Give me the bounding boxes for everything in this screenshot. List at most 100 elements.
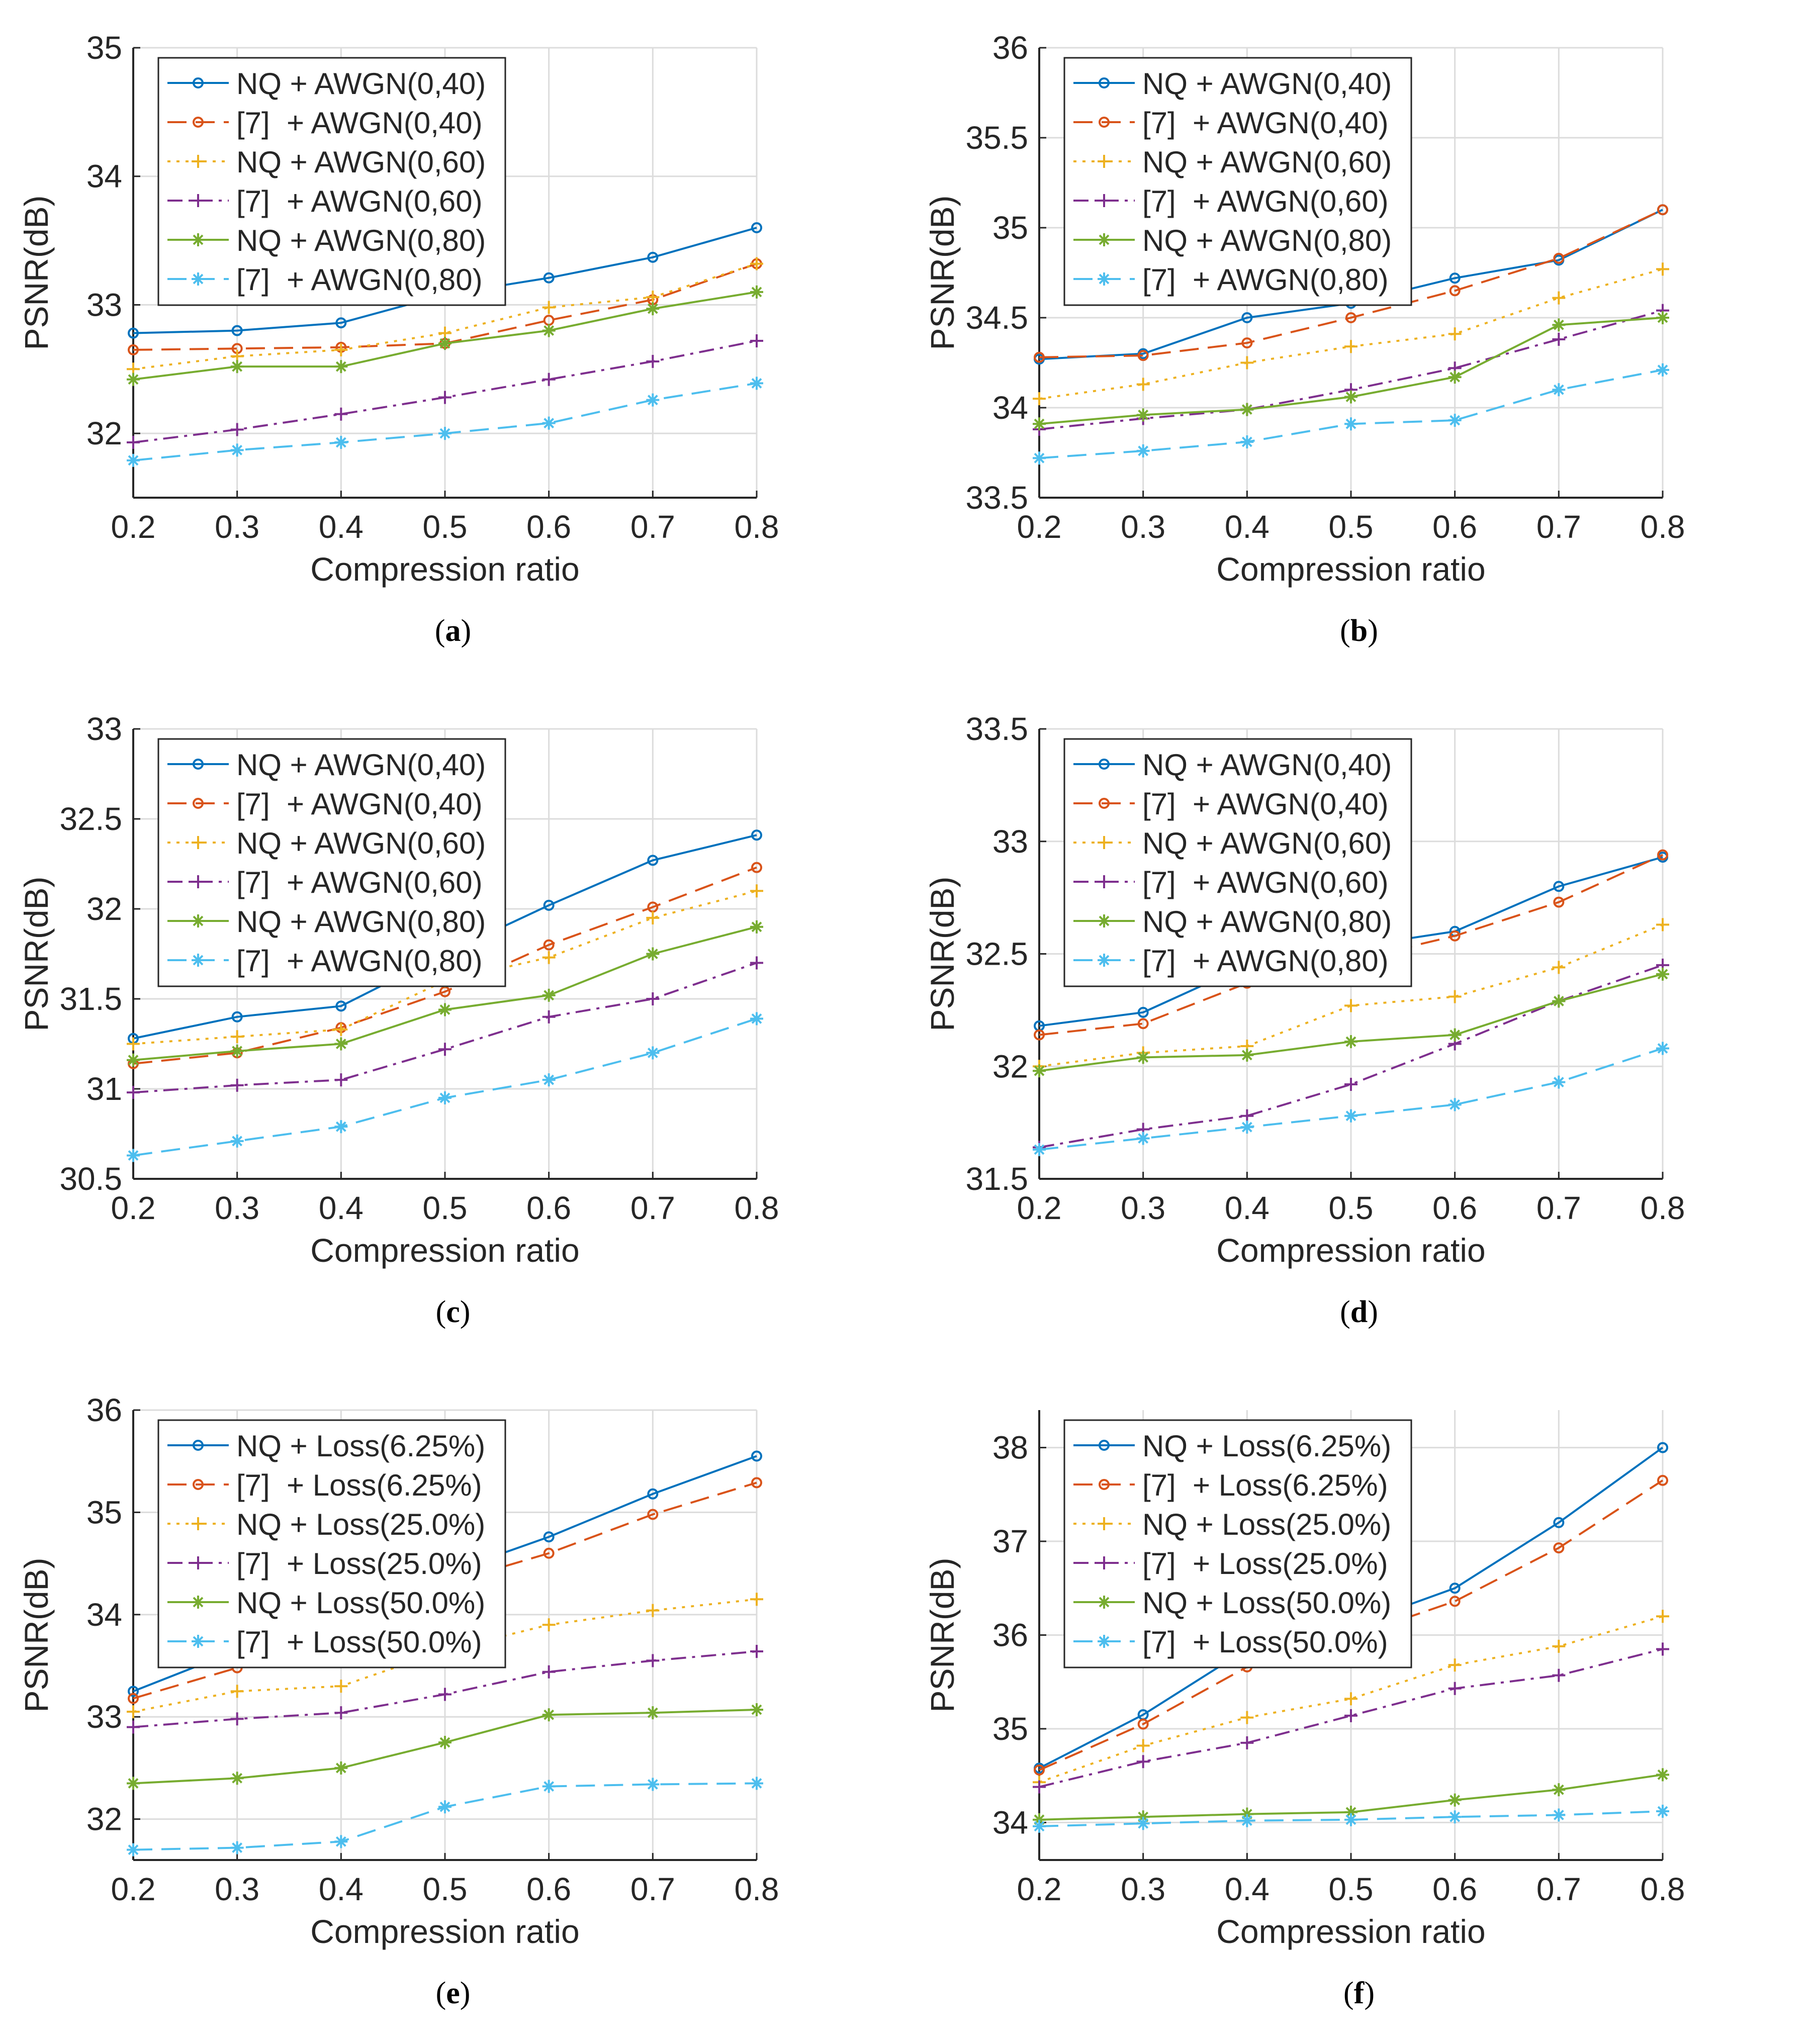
chart-a-series-5-point-6-d2 <box>751 378 762 389</box>
chart-b-xtick-label-6: 0.8 <box>1641 509 1685 545</box>
chart-d-legend-label-2: NQ + AWGN(0,60) <box>1142 826 1392 860</box>
chart-e-series-4-point-2 <box>334 1761 348 1775</box>
chart-c-legend-label-0: NQ + AWGN(0,40) <box>236 748 486 782</box>
chart-d-series-4-point-4 <box>1448 1028 1462 1042</box>
chart-d-series-1-point-5 <box>1553 896 1565 908</box>
chart-c-series-0-point-5 <box>647 855 659 866</box>
chart-b-series-4-point-4 <box>1448 370 1462 384</box>
chart-e-series-4-point-5-d2 <box>647 1707 658 1718</box>
chart-d-series-4-point-3-d2 <box>1345 1036 1356 1047</box>
chart-a-series-5-point-5 <box>646 393 660 407</box>
chart-c-legend-marker-3 <box>192 875 205 888</box>
chart-f-xlabel: Compression ratio <box>1216 1913 1486 1950</box>
chart-d-series-4-point-3 <box>1344 1035 1357 1049</box>
chart-f-ytick-label-2: 36 <box>992 1617 1028 1653</box>
chart-b-legend-marker-4 <box>1098 233 1111 246</box>
chart-d-series-0-point-1 <box>1137 1006 1149 1018</box>
chart-b-legend-marker-0 <box>1099 77 1110 88</box>
chart-e-legend-label-1: [7] + Loss(6.25%) <box>236 1468 482 1502</box>
chart-panel-a: 0.2 0.3 0.4 0.5 0.6 0.7 0.8 32 33 34 35 Compression… <box>0 0 906 681</box>
chart-c-legend-marker-0 <box>193 759 204 770</box>
chart-b-xtick-label-0: 0.2 <box>1017 509 1062 545</box>
chart-e-ytick-label-0: 32 <box>86 1801 122 1837</box>
chart-f-legend-label-4: NQ + Loss(50.0%) <box>1142 1586 1391 1620</box>
chart-f-series-1-point-0 <box>1034 1764 1045 1776</box>
chart-a-series-2-point-2 <box>334 343 348 356</box>
chart-e-svg: 0.2 0.3 0.4 0.5 0.6 0.7 0.8 32 33 34 35 36 Compressi… <box>18 1392 779 1950</box>
chart-d-series-2-point-6 <box>1656 918 1669 932</box>
chart-c-legend-label-2: NQ + AWGN(0,60) <box>236 826 486 860</box>
chart-f-series-2-point-3 <box>1344 1692 1357 1706</box>
chart-b-series-1-point-2 <box>1241 337 1253 349</box>
chart-d-xtick-label-0: 0.2 <box>1017 1190 1062 1226</box>
chart-e-series-3-point-5 <box>646 1654 660 1667</box>
chart-b-legend-box <box>1063 57 1412 306</box>
chart-c-series-2-point-1 <box>230 1030 244 1044</box>
chart-a-series-5-point-1 <box>230 443 244 457</box>
chart-c-legend-label-5: [7] + AWGN(0,80) <box>236 944 483 978</box>
caption-d: (d) <box>1340 1295 1378 1329</box>
chart-b-series-4-point-2-d2 <box>1241 404 1252 415</box>
chart-e-ytick-label-4: 36 <box>86 1392 122 1428</box>
chart-b-series-1-point-3 <box>1345 312 1356 323</box>
chart-f-series-5-point-4 <box>1448 1810 1462 1824</box>
chart-c-xtick-label-5: 0.7 <box>630 1190 675 1226</box>
chart-b-series-5-point-1-d2 <box>1138 445 1149 456</box>
chart-f-series-2-point-5 <box>1552 1639 1566 1653</box>
chart-d-legend-marker-0 <box>1099 759 1110 770</box>
chart-c-legend-label-3: [7] + AWGN(0,60) <box>236 866 483 899</box>
chart-d-series-4-point-4-d2 <box>1449 1030 1461 1041</box>
chart-a-ytick-label-1: 33 <box>86 287 122 323</box>
chart-c-series-5-point-5 <box>646 1046 660 1060</box>
chart-c-xtick-label-3: 0.5 <box>423 1190 468 1226</box>
chart-c-series-5-point-0-d2 <box>128 1150 139 1161</box>
chart-c-series-2-point-5 <box>646 911 660 924</box>
chart-c-series-5-point-6-d2 <box>751 1013 762 1024</box>
chart-panel-f: 0.2 0.3 0.4 0.5 0.6 0.7 0.8 34 35 36 37 38 Compressi… <box>906 1362 1812 2043</box>
chart-a-series-5-point-4 <box>542 416 556 430</box>
chart-a-xtick-label-5: 0.7 <box>630 509 675 545</box>
chart-b-series-2-point-6 <box>1656 262 1669 276</box>
chart-d-series-5-point-5-d2 <box>1553 1077 1564 1087</box>
chart-b-legend-label-0: NQ + AWGN(0,40) <box>1142 67 1392 101</box>
chart-d-ytick-label-3: 33 <box>992 823 1028 860</box>
chart-b-legend-marker-4-d2 <box>1099 234 1110 245</box>
chart-c-ylabel: PSNR(dB) <box>18 876 55 1031</box>
chart-f-legend: NQ + Loss(6.25%) [7] + Loss(6.25%) NQ + Lo… <box>1063 1419 1412 1668</box>
chart-d-legend-marker-5 <box>1098 954 1111 967</box>
chart-a-legend-marker-1 <box>193 117 204 128</box>
chart-b-series-5-point-6 <box>1656 363 1669 377</box>
chart-e-series-4-point-5 <box>646 1706 660 1720</box>
chart-c-series-0-point-4 <box>543 899 555 911</box>
chart-c-series-3-point-0 <box>127 1086 140 1099</box>
chart-a-series-4-point-3-d2 <box>439 338 450 349</box>
chart-b-series-4-point-3 <box>1344 390 1357 404</box>
chart-c-series-3-point-5 <box>646 992 660 1005</box>
chart-f-series-0-point-4 <box>1449 1583 1461 1594</box>
chart-d-xtick-label-4: 0.6 <box>1432 1190 1477 1226</box>
chart-f-series-5-point-1-d2 <box>1138 1818 1149 1829</box>
chart-c-series-4-point-3 <box>438 1003 451 1016</box>
chart-e-legend-marker-4-d2 <box>193 1597 204 1608</box>
chart-d-series-5-point-6 <box>1656 1042 1669 1055</box>
chart-d-ytick-label-1: 32 <box>992 1048 1028 1084</box>
chart-a-series-4-point-0 <box>127 373 140 386</box>
chart-d-series-5-point-2 <box>1240 1121 1254 1134</box>
chart-c-series-4-point-5 <box>646 947 660 961</box>
chart-c-svg: 0.2 0.3 0.4 0.5 0.6 0.7 0.8 30.5 31 31.5 32 32.5 33 C… <box>18 711 779 1269</box>
chart-d-legend-marker-4 <box>1098 914 1111 927</box>
chart-c-series-4-point-6 <box>750 920 763 934</box>
chart-b-series-0-point-4 <box>1449 272 1461 284</box>
chart-b-legend: NQ + AWGN(0,40) [7] + AWGN(0,40) NQ + AWGN… <box>1063 57 1412 306</box>
chart-b-ytick-label-5: 36 <box>992 30 1028 66</box>
chart-b-series-5-point-5 <box>1552 383 1566 397</box>
chart-a-legend-box <box>157 57 506 306</box>
chart-f-legend-marker-1 <box>1099 1479 1110 1490</box>
chart-f-series-4-point-4 <box>1448 1793 1462 1807</box>
chart-a-series-0-point-0 <box>128 327 139 339</box>
chart-c-series-4-point-5-d2 <box>647 949 658 959</box>
chart-b-xtick-label-2: 0.4 <box>1225 509 1270 545</box>
chart-c-series-3-point-2 <box>334 1073 348 1087</box>
chart-d-xtick-label-6: 0.8 <box>1641 1190 1685 1226</box>
chart-a-series-5-point-1-d2 <box>232 444 243 455</box>
